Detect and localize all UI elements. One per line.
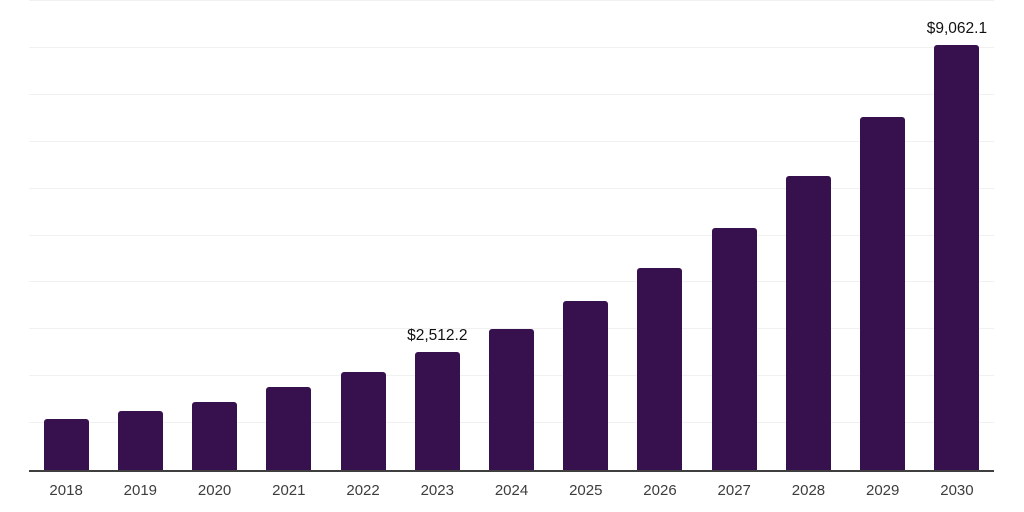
bar-2024 (489, 329, 535, 470)
bar-2028 (785, 175, 831, 470)
gridline (29, 187, 994, 189)
x-axis-label: 2019 (123, 482, 158, 499)
gridline (29, 140, 994, 142)
x-axis-label: 2020 (197, 482, 232, 499)
x-axis-label: 2018 (49, 482, 83, 499)
bar-slot (103, 1, 177, 470)
plot-area: $2,512.2 $9,062.1 (29, 0, 994, 472)
bar-2019 (117, 411, 163, 470)
x-axis-label: 2021 (272, 482, 306, 499)
bar-slot: $2,512.2 (400, 1, 474, 470)
gridline (29, 93, 994, 95)
bar-2030: $9,062.1 (927, 20, 987, 470)
bar-2021 (266, 386, 312, 470)
bar-2025 (563, 301, 609, 470)
x-axis: 2018 2019 2020 2021 2022 2023 2024 2025 2026 2027… (29, 482, 994, 499)
x-axis-label: 2024 (494, 482, 529, 499)
bar-value-label: $9,062.1 (926, 20, 988, 37)
x-axis-label: 2023 (420, 482, 454, 499)
bar-slot (252, 1, 326, 470)
bar-2022 (340, 372, 386, 470)
bar-slot (771, 1, 845, 470)
bar-2027 (711, 227, 757, 470)
bar-slot (846, 1, 920, 470)
bar-slot (697, 1, 771, 470)
x-axis-label: 2022 (346, 482, 380, 499)
bar-2023: $2,512.2 (407, 327, 467, 470)
bar-slot (549, 1, 623, 470)
bar-value-label: $2,512.2 (407, 327, 468, 345)
bar-slot (623, 1, 697, 470)
x-axis-label: 2027 (717, 482, 751, 499)
bar-2020 (192, 401, 238, 470)
bar-2026 (637, 267, 683, 470)
bar-2029 (860, 116, 906, 470)
gridline (29, 234, 994, 236)
bar-2018 (43, 419, 89, 470)
bar-slot (326, 1, 400, 470)
x-axis-label: 2026 (643, 482, 677, 499)
gridline (29, 328, 994, 330)
bar-slot (177, 1, 251, 470)
x-axis-label: 2030 (940, 482, 974, 499)
bar-slot (29, 1, 103, 470)
gridline (29, 0, 994, 1)
bar-slot (474, 1, 548, 470)
x-axis-label: 2028 (791, 482, 826, 499)
x-axis-label: 2029 (866, 482, 900, 499)
bar-slot: $9,062.1 (920, 1, 994, 470)
x-axis-label: 2025 (569, 482, 603, 499)
gridline (29, 46, 994, 48)
gridline (29, 281, 994, 283)
bars-container: $2,512.2 $9,062.1 (29, 1, 994, 470)
